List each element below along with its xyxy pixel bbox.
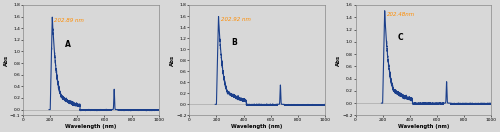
Y-axis label: Abs: Abs	[170, 55, 174, 66]
Text: 202.89 nm: 202.89 nm	[54, 18, 84, 23]
Text: B: B	[232, 38, 237, 47]
Y-axis label: Abs: Abs	[336, 55, 341, 66]
X-axis label: Wavelength (nm): Wavelength (nm)	[398, 124, 449, 129]
Text: 202.48nm: 202.48nm	[386, 12, 415, 17]
X-axis label: Wavelength (nm): Wavelength (nm)	[232, 124, 283, 129]
Text: C: C	[398, 33, 403, 42]
Text: A: A	[65, 40, 71, 49]
X-axis label: Wavelength (nm): Wavelength (nm)	[65, 124, 116, 129]
Y-axis label: Abs: Abs	[4, 55, 8, 66]
Text: 202.92 nm: 202.92 nm	[220, 17, 250, 22]
